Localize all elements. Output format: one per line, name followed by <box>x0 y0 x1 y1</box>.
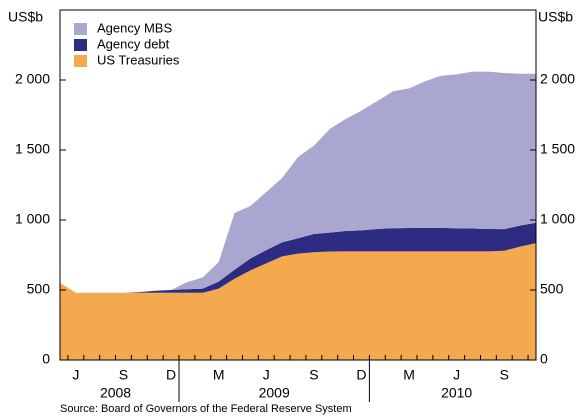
legend-label: Agency MBS <box>97 20 172 35</box>
y-tick-label: 0 <box>540 351 548 367</box>
y-tick-label: 1 500 <box>540 141 575 157</box>
y-tick-label: 0 <box>42 351 50 367</box>
y-unit-right: US$b <box>538 9 573 25</box>
y-tick-label: 2 000 <box>540 71 575 87</box>
x-tick-label: J <box>263 367 270 383</box>
year-label: 2008 <box>100 385 131 401</box>
year-label: 2009 <box>259 385 290 401</box>
source-note: Source: Board of Governors of the Federa… <box>60 403 352 415</box>
area <box>60 71 536 293</box>
y-tick-label: 1 000 <box>540 211 575 227</box>
y-tick-label: 2 000 <box>15 71 50 87</box>
x-tick-label: D <box>356 367 366 383</box>
x-tick-label: S <box>309 367 318 383</box>
legend-swatch <box>74 23 87 35</box>
legend-swatch <box>74 39 87 51</box>
area <box>60 243 536 360</box>
x-tick-label: M <box>213 367 225 383</box>
y-tick-label: 1 500 <box>15 141 50 157</box>
y-tick-label: 500 <box>540 281 564 297</box>
plot-frame <box>59 9 537 361</box>
x-tick-label: D <box>166 367 176 383</box>
y-tick-label: 500 <box>27 281 51 297</box>
area <box>60 222 536 293</box>
legend-label: US Treasuries <box>97 52 180 67</box>
y-unit-left: US$b <box>8 9 43 25</box>
x-tick-label: S <box>119 367 128 383</box>
y-tick-label: 1 000 <box>15 211 50 227</box>
legend-label: Agency debt <box>97 36 170 51</box>
x-tick-label: S <box>500 367 509 383</box>
legend-swatch <box>74 55 87 67</box>
x-tick-label: J <box>72 367 79 383</box>
x-tick-label: J <box>453 367 460 383</box>
x-tick-label: M <box>403 367 415 383</box>
year-label: 2010 <box>441 385 472 401</box>
